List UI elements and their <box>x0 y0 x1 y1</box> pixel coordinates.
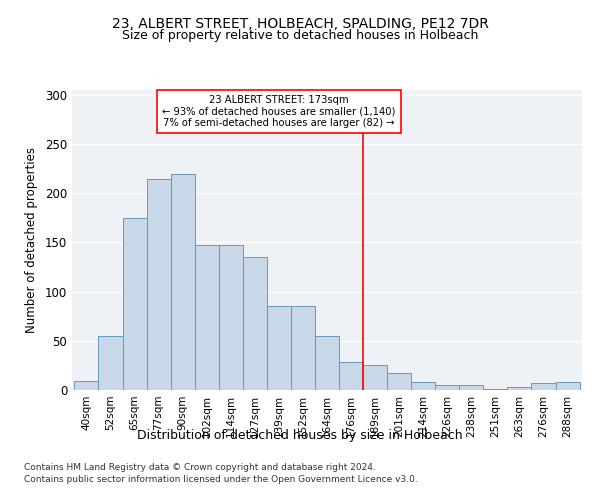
Bar <box>194 246 219 390</box>
Bar <box>243 257 267 390</box>
Bar <box>170 174 194 390</box>
Bar <box>122 218 146 390</box>
Bar <box>460 385 484 390</box>
Bar <box>411 382 435 390</box>
Text: Size of property relative to detached houses in Holbeach: Size of property relative to detached ho… <box>122 29 478 42</box>
Bar <box>146 178 170 390</box>
Bar <box>267 306 291 390</box>
Text: Distribution of detached houses by size in Holbeach: Distribution of detached houses by size … <box>137 428 463 442</box>
Bar <box>315 336 339 390</box>
Bar <box>363 366 387 390</box>
Bar <box>387 374 411 390</box>
Bar <box>508 387 532 390</box>
Bar <box>339 362 363 390</box>
Y-axis label: Number of detached properties: Number of detached properties <box>25 147 38 333</box>
Text: 23 ALBERT STREET: 173sqm
← 93% of detached houses are smaller (1,140)
7% of semi: 23 ALBERT STREET: 173sqm ← 93% of detach… <box>162 95 395 128</box>
Bar <box>484 389 508 390</box>
Bar <box>532 383 556 390</box>
Bar <box>219 246 243 390</box>
Bar <box>98 336 122 390</box>
Text: Contains HM Land Registry data © Crown copyright and database right 2024.: Contains HM Land Registry data © Crown c… <box>24 464 376 472</box>
Text: Contains public sector information licensed under the Open Government Licence v3: Contains public sector information licen… <box>24 475 418 484</box>
Text: 23, ALBERT STREET, HOLBEACH, SPALDING, PE12 7DR: 23, ALBERT STREET, HOLBEACH, SPALDING, P… <box>112 18 488 32</box>
Bar <box>291 306 315 390</box>
Bar <box>435 385 460 390</box>
Bar <box>74 381 98 390</box>
Bar <box>556 382 580 390</box>
